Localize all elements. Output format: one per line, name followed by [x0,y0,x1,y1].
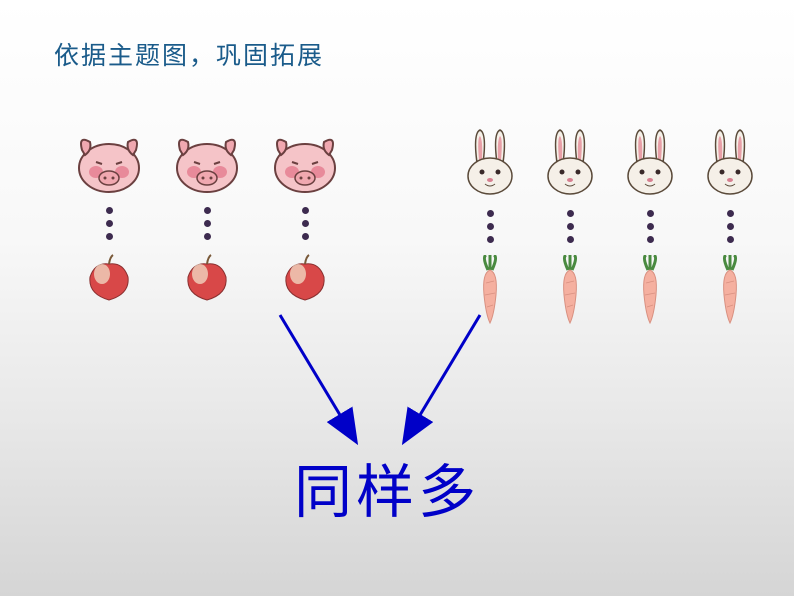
carrot-icon [630,255,670,325]
rabbit-icon [695,128,765,198]
rabbit-icon [615,128,685,198]
correspondence-dots [727,210,734,243]
arrows-icon [250,310,530,460]
correspondence-dots [567,210,574,243]
right-column [695,128,765,325]
left-column [266,130,344,302]
rabbit-icon [535,128,605,198]
left-column [70,130,148,302]
correspondence-dots [647,210,654,243]
right-column [615,128,685,325]
correspondence-dots [487,210,494,243]
conclusion-text: 同样多 [294,445,480,529]
apple-icon [178,252,236,302]
right-column [455,128,525,325]
slide-title: 依据主题图，巩固拓展 [54,36,324,72]
correspondence-dots [204,207,211,240]
apple-icon [276,252,334,302]
pig-icon [70,130,148,195]
correspondence-dots [106,207,113,240]
carrot-icon [550,255,590,325]
right-group [455,128,765,325]
pig-icon [168,130,246,195]
left-group [70,130,344,302]
pig-icon [266,130,344,195]
correspondence-dots [302,207,309,240]
left-column [168,130,246,302]
right-column [535,128,605,325]
carrot-icon [710,255,750,325]
rabbit-icon [455,128,525,198]
apple-icon [80,252,138,302]
